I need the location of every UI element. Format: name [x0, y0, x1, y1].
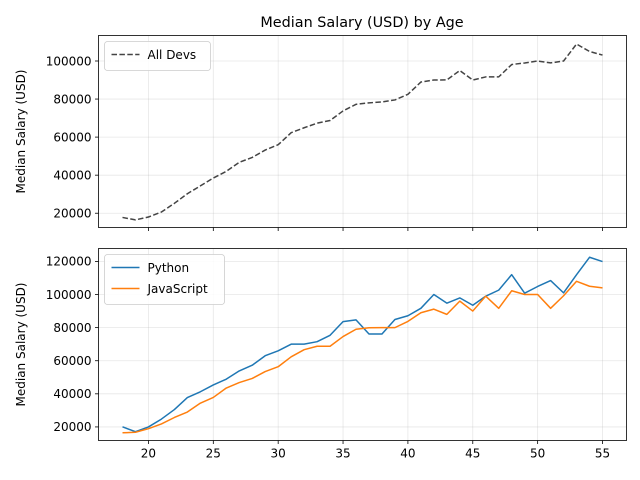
bottom-x-tick-label: 30: [271, 447, 286, 461]
bottom-series-python: [122, 256, 603, 433]
bottom-x-tick-label: 50: [530, 447, 545, 461]
top-y-tick-label: 40000: [53, 168, 91, 182]
top-plot: 20000 40000 60000 80000 100000 Median Salary …: [14, 35, 627, 231]
top-y-tick-label: 100000: [46, 54, 92, 68]
top-y-axis-label: Median Salary (USD): [14, 70, 28, 194]
top-y-tick-label: 80000: [53, 92, 91, 106]
bottom-y-axis-label: Median Salary (USD): [14, 283, 28, 407]
bottom-x-tick-label: 35: [335, 447, 350, 461]
bottom-y-tick-label: 60000: [53, 354, 91, 368]
top-y-tick-label: 20000: [53, 207, 91, 221]
top-axes-frame: [98, 35, 627, 228]
top-legend-label: All Devs: [148, 48, 197, 62]
bottom-x-tick-label: 40: [400, 447, 415, 461]
bottom-y-tick-label: 20000: [53, 420, 91, 434]
top-series-all-devs: [122, 43, 603, 221]
bottom-x-tick-label: 25: [206, 447, 221, 461]
bottom-series-javascript: [122, 280, 603, 434]
bottom-y-tick-label: 100000: [46, 288, 92, 302]
top-y-tick-label: 60000: [53, 130, 91, 144]
bottom-x-tick-label: 20: [141, 447, 156, 461]
top-legend: [104, 41, 211, 71]
bottom-y-tick-label: 120000: [46, 255, 92, 269]
top-chart-title: Median Salary (USD) by Age: [260, 15, 463, 31]
bottom-plot: 20 25 30 35 40 45 50 55 20000 40000 60000 80000 1000…: [14, 248, 627, 461]
bottom-y-tick-label: 80000: [53, 321, 91, 335]
bottom-axes-frame: [98, 248, 627, 441]
bottom-x-tick-label: 45: [465, 447, 480, 461]
bottom-legend-label: Python: [148, 261, 190, 275]
bottom-legend-label: JavaScript: [147, 282, 208, 296]
bottom-x-tick-label: 55: [595, 447, 610, 461]
bottom-y-tick-label: 40000: [53, 387, 91, 401]
